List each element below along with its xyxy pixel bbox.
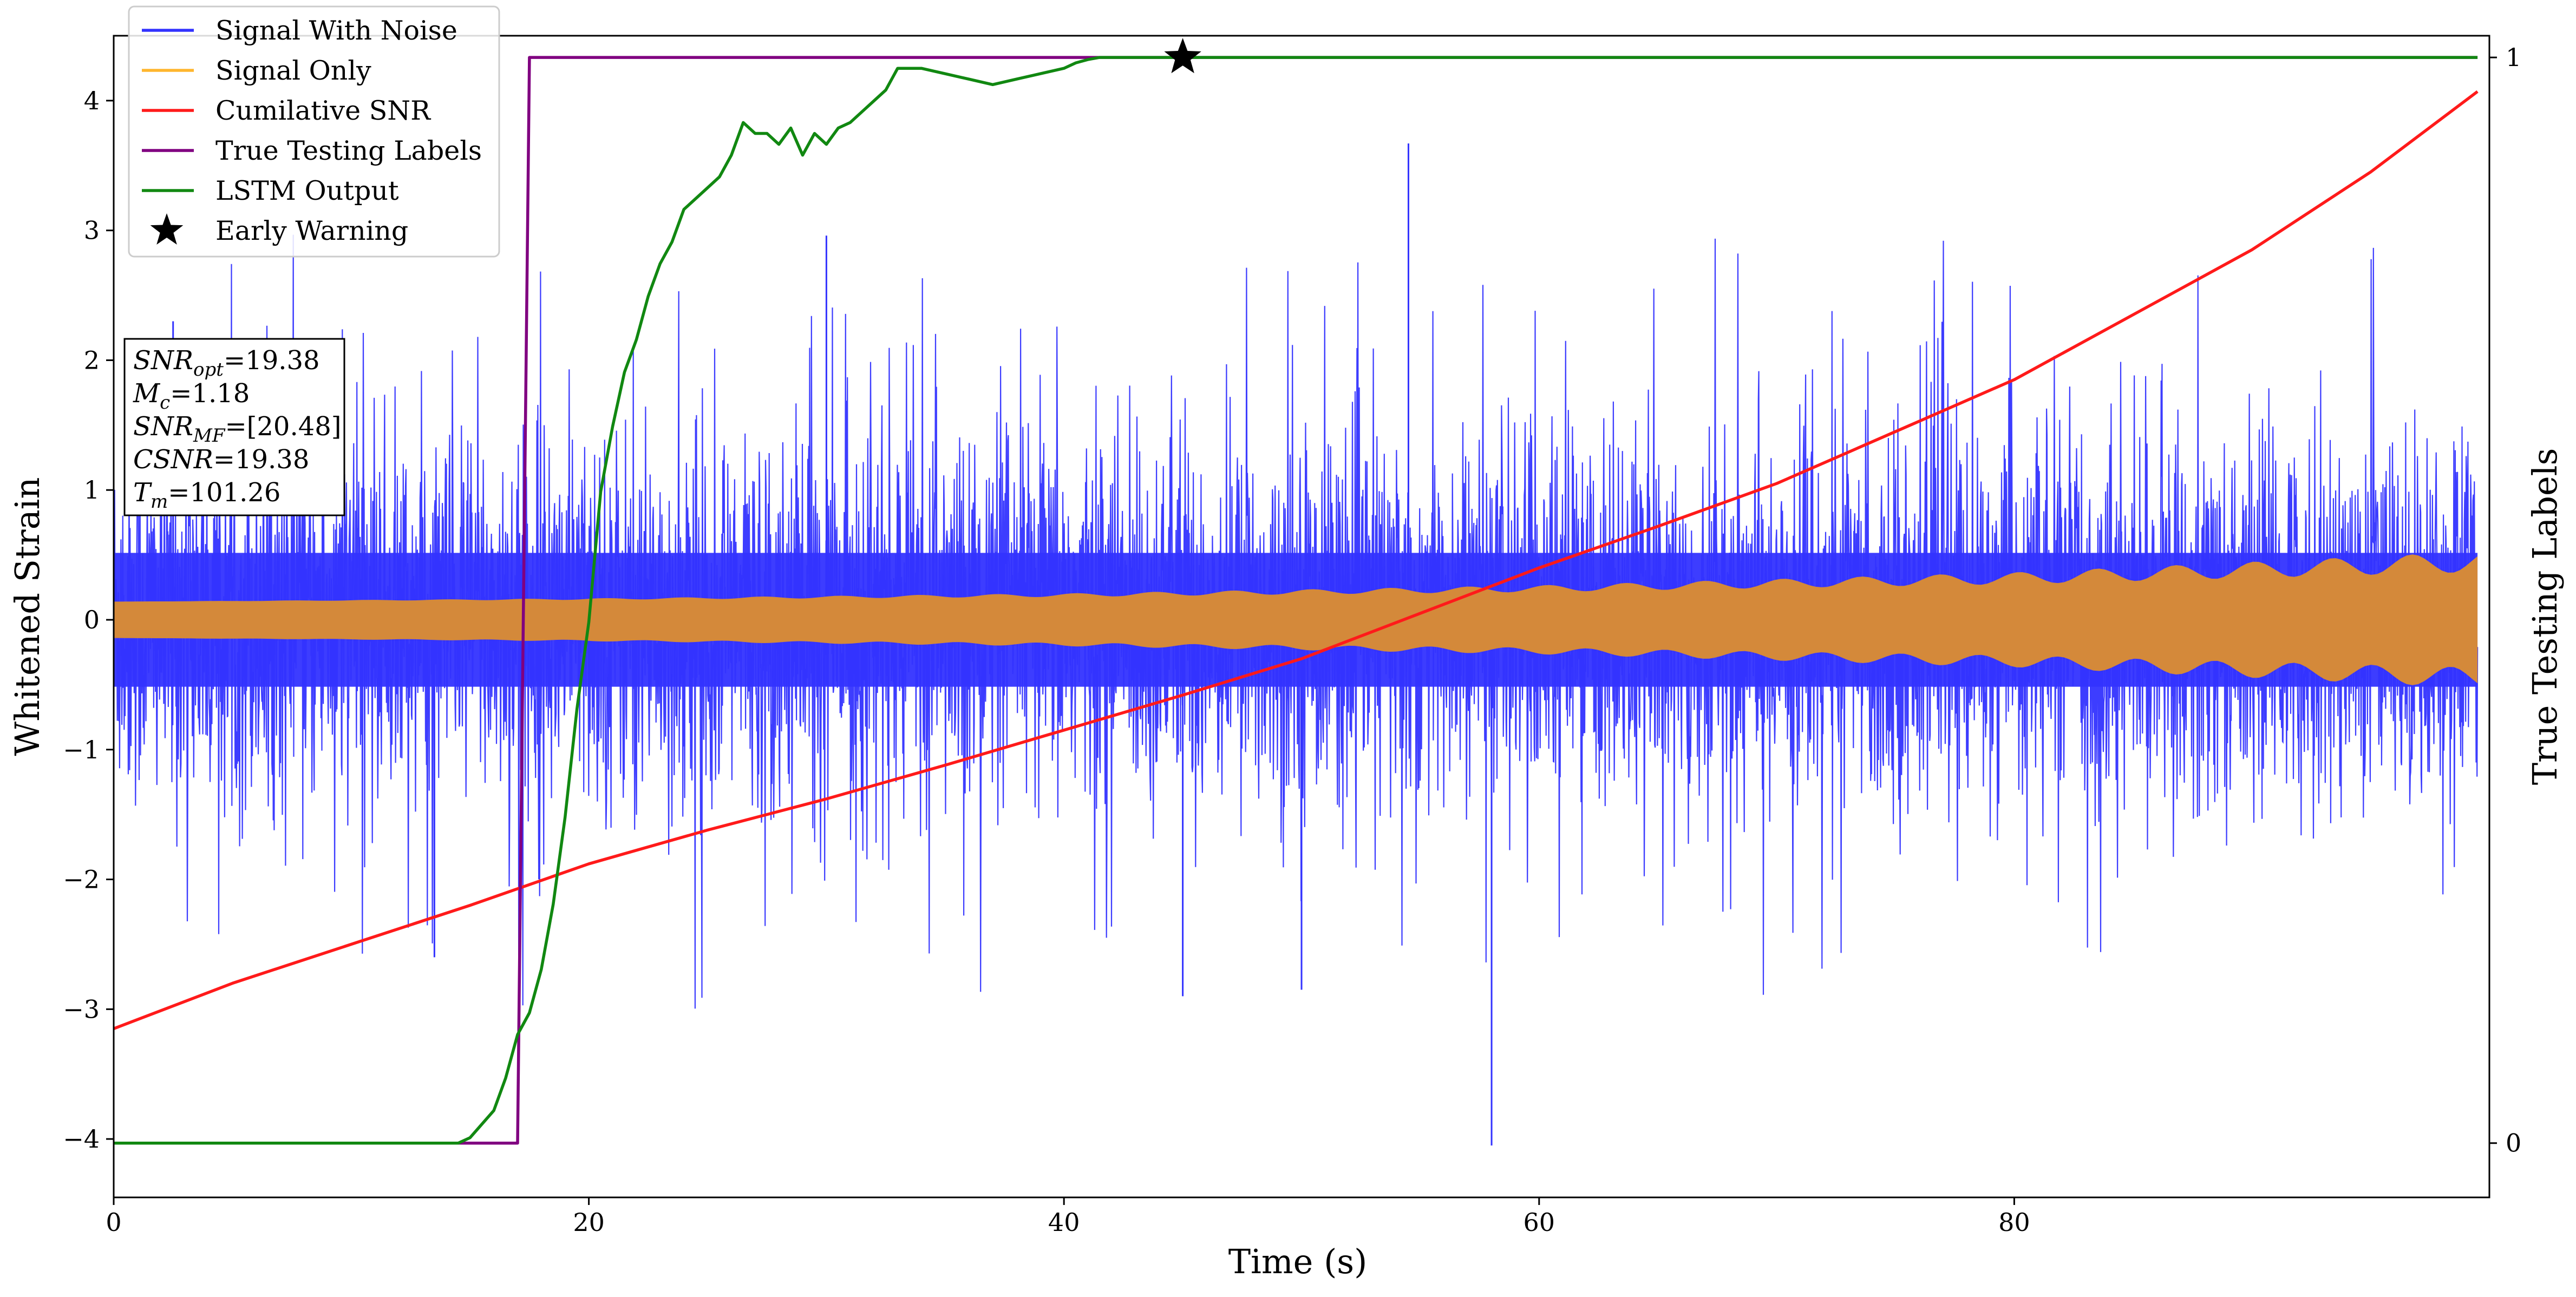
legend-item: Cumilative SNR <box>142 95 431 126</box>
info-symbol: SNR <box>133 345 193 376</box>
y-tick-label: 4 <box>84 86 100 115</box>
info-box: SNRopt=19.38Mc=1.18SNRMF=[20.48]CSNR=19.… <box>123 338 345 516</box>
y2-tick-label: 1 <box>2506 43 2521 72</box>
info-subscript: MF <box>193 425 226 447</box>
info-value: =101.26 <box>168 477 280 508</box>
info-box-line: Tm=101.26 <box>133 477 280 513</box>
info-box-line: CSNR=19.38 <box>133 444 309 475</box>
info-value: =19.38 <box>224 345 320 376</box>
early-warning-star <box>1164 38 1201 74</box>
y-axis-title: Whitened Strain <box>8 477 47 756</box>
info-subscript: c <box>160 392 170 414</box>
info-subscript: opt <box>193 359 224 381</box>
info-symbol: T <box>133 477 152 508</box>
y-tick-label: −2 <box>63 865 100 894</box>
x-axis-title: Time (s) <box>1228 1242 1368 1281</box>
info-value: =19.38 <box>213 444 310 475</box>
legend-label: LSTM Output <box>215 175 399 206</box>
line-series-layer <box>114 56 2479 1145</box>
legend-label: Signal Only <box>215 55 371 86</box>
y-tick-label: 2 <box>84 345 100 375</box>
info-value: =1.18 <box>170 378 250 409</box>
legend-frame <box>128 5 500 258</box>
y-tick-label: 1 <box>84 475 100 505</box>
x-tick-label: 40 <box>1048 1208 1080 1237</box>
x-tick-label: 60 <box>1524 1208 1555 1237</box>
legend-item: Signal Only <box>142 55 371 86</box>
y2-axis-title: True Testing Labels <box>2525 448 2565 785</box>
legend-item: LSTM Output <box>142 175 399 206</box>
info-box-frame <box>123 338 345 516</box>
legend-label: Early Warning <box>215 215 408 246</box>
cumulative-snr-line <box>114 90 2479 1030</box>
y2-axis-ticks: 10 <box>2489 43 2521 1158</box>
y-axis-ticks: 4 3 2 1 0 −1 −2 −3 −4 <box>63 86 114 1154</box>
legend-label: True Testing Labels <box>215 135 482 166</box>
info-box-line: SNRopt=19.38 <box>133 345 320 381</box>
legend-item: Early Warning <box>150 213 408 246</box>
info-box-line: SNRMF=[20.48] <box>133 411 342 447</box>
early-warning-layer <box>1164 38 1201 74</box>
info-symbol: SNR <box>133 411 193 442</box>
y-tick-label: −4 <box>63 1124 100 1154</box>
x-axis-ticks: 0 20 40 60 80 <box>106 1197 2030 1237</box>
y-tick-label: −3 <box>63 994 100 1024</box>
x-tick-label: 0 <box>106 1208 121 1237</box>
info-value: =[20.48] <box>225 411 341 442</box>
y2-tick-label: 0 <box>2506 1129 2521 1158</box>
info-box-line: Mc=1.18 <box>133 378 250 414</box>
legend-label: Signal With Noise <box>215 15 457 46</box>
y-tick-label: 3 <box>84 216 100 245</box>
x-tick-label: 80 <box>1998 1208 2030 1237</box>
x-tick-label: 20 <box>573 1208 605 1237</box>
y-tick-label: −1 <box>63 735 100 764</box>
signal-only-layer <box>114 554 2478 685</box>
info-symbol: M <box>133 378 161 409</box>
lstm-output-line <box>114 56 2478 1145</box>
y-tick-label: 0 <box>84 605 100 634</box>
plot-frame <box>113 35 2490 1198</box>
legend-item: True Testing Labels <box>142 135 482 166</box>
signal-only-fill <box>114 554 2478 685</box>
info-subscript: m <box>151 491 168 513</box>
legend-star-icon <box>150 213 184 245</box>
legend-item: Signal With Noise <box>142 15 457 46</box>
legend: Signal With Noise Signal Only Cumilative S… <box>128 5 500 258</box>
legend-label: Cumilative SNR <box>215 95 431 126</box>
info-symbol: CSNR <box>133 444 213 475</box>
